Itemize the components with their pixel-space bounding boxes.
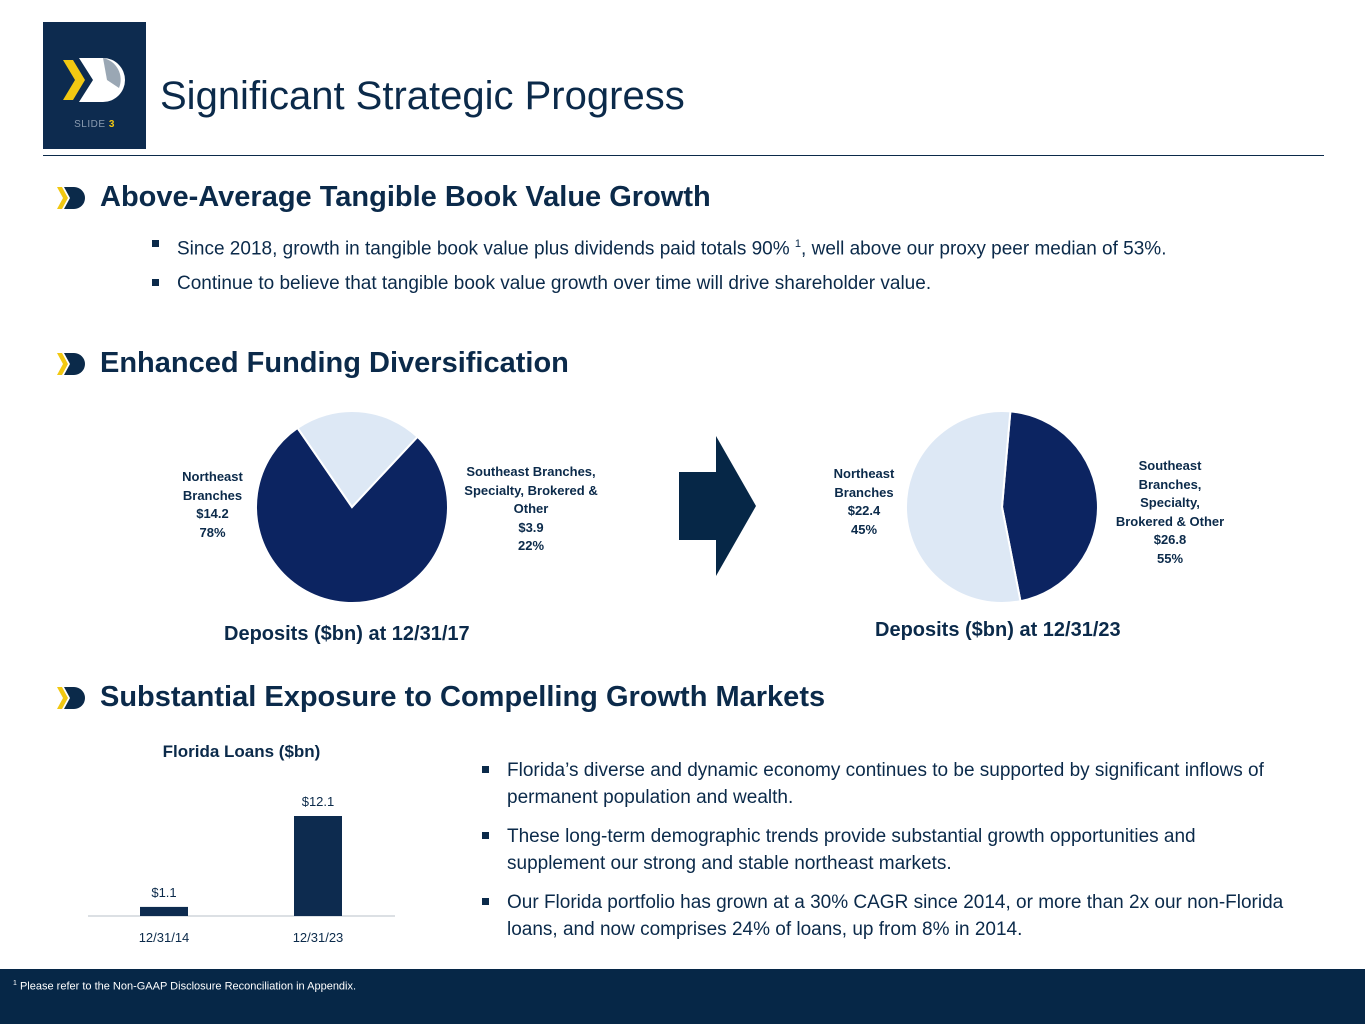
- pie-2023-caption: Deposits ($bn) at 12/31/23: [875, 619, 1121, 641]
- bullet-tbv-belief: Continue to believe that tangible book v…: [152, 270, 1297, 297]
- pie-2017-label-southeast: Southeast Branches, Specialty, Brokered …: [464, 464, 598, 553]
- pie-2017-slice-0: [255, 426, 449, 604]
- pie-2023-slice-0: [1000, 410, 1099, 603]
- bar-category-label: 12/31/14: [139, 930, 190, 945]
- bullet-marker: [482, 766, 489, 773]
- chevron-logo-icon: [57, 353, 85, 375]
- bar-value-label: $1.1: [151, 885, 176, 900]
- bar-value-label: $12.1: [302, 794, 335, 809]
- bullet-florida-economy: Florida’s diverse and dynamic economy co…: [482, 757, 1297, 811]
- footer-bar: 1 Please refer to the Non-GAAP Disclosur…: [0, 969, 1365, 1024]
- pie-2017-caption: Deposits ($bn) at 12/31/17: [224, 623, 470, 645]
- pie-chart-2017: [255, 410, 449, 604]
- bar-chart-florida-loans: $1.1 12/31/14 $12.1 12/31/23: [88, 794, 395, 945]
- bullet-florida-portfolio: Our Florida portfolio has grown at a 30%…: [482, 889, 1297, 943]
- pie-2023-label-northeast: Northeast Branches $22.4 45%: [833, 466, 895, 537]
- bullet-marker: [152, 240, 159, 247]
- chevron-logo-icon: [57, 687, 85, 709]
- bullet-marker: [152, 279, 159, 286]
- chevron-logo-icon: [57, 187, 85, 209]
- bar-chart-title: Florida Loans ($bn): [162, 742, 321, 761]
- footnote: 1 Please refer to the Non-GAAP Disclosur…: [13, 980, 357, 993]
- bullet-tbv-growth: Since 2018, growth in tangible book valu…: [152, 231, 1297, 262]
- title-divider: [43, 155, 1324, 156]
- bullet-marker: [482, 898, 489, 905]
- company-logo-icon: [63, 58, 125, 102]
- bar-0: [140, 906, 188, 916]
- pie-2017-slice-1: [296, 410, 419, 509]
- page-title: Significant Strategic Progress: [160, 74, 685, 118]
- pie-2023-label-southeast: Southeast Branches, Specialty, Brokered …: [1115, 458, 1225, 566]
- pie-2017-label-northeast: Northeast Branches $14.2 78%: [182, 469, 243, 540]
- bullet-demographics: These long-term demographic trends provi…: [482, 823, 1297, 877]
- bullet-marker: [482, 832, 489, 839]
- section-title-growth: Substantial Exposure to Compelling Growt…: [100, 681, 826, 713]
- right-arrow-icon: [679, 436, 756, 576]
- pie-2023-slice-1: [905, 410, 1022, 604]
- section-title-tbv: Above-Average Tangible Book Value Growth: [100, 181, 711, 213]
- bar-category-label: 12/31/23: [293, 930, 344, 945]
- bar-1: [294, 816, 342, 916]
- pie-chart-2023: [905, 410, 1099, 604]
- logo-badge: SLIDE 3: [43, 22, 146, 149]
- section-title-funding: Enhanced Funding Diversification: [100, 347, 569, 379]
- slide-number: SLIDE 3: [74, 119, 115, 130]
